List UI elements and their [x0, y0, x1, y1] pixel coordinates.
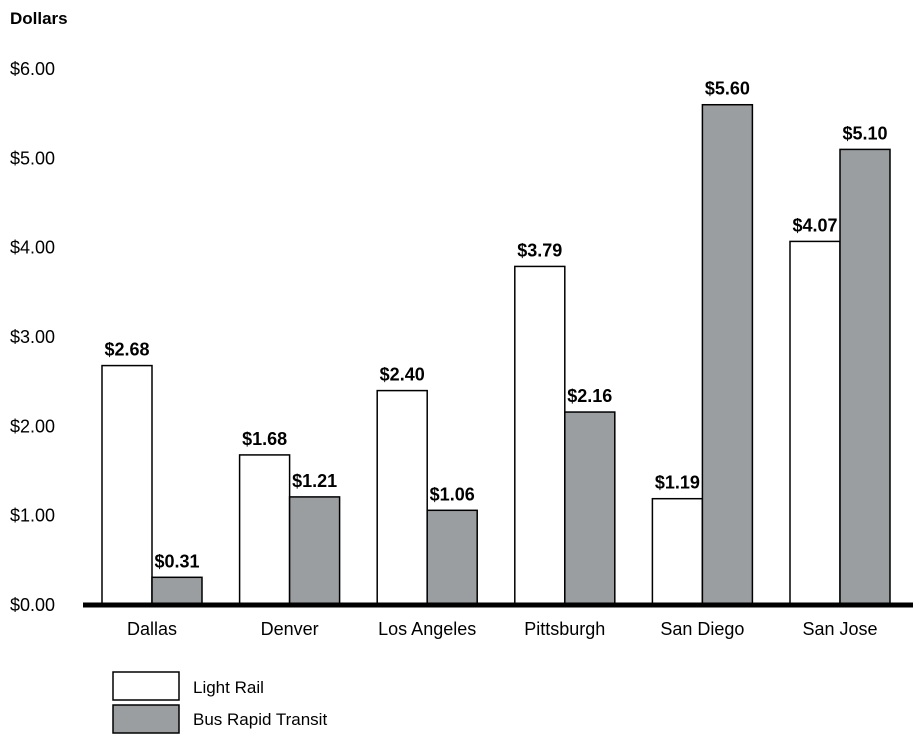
x-tick-label: Denver — [261, 619, 319, 639]
data-label: $5.10 — [842, 123, 887, 143]
data-label: $1.21 — [292, 471, 337, 491]
y-tick-label: $2.00 — [10, 416, 55, 436]
legend-label-bus-rapid-transit: Bus Rapid Transit — [193, 710, 327, 729]
data-label: $1.19 — [655, 473, 700, 493]
bar-light-rail-san-jose — [789, 240, 841, 606]
y-tick-label: $0.00 — [10, 595, 55, 615]
y-tick-label: $5.00 — [10, 148, 55, 168]
data-label: $4.07 — [792, 215, 837, 235]
data-label: $0.31 — [154, 551, 199, 571]
bar-bus-rapid-transit-san-diego — [701, 103, 754, 606]
bar-light-rail-dallas — [101, 364, 153, 606]
x-tick-label: San Jose — [802, 619, 877, 639]
bar-bus-rapid-transit-san-jose — [839, 148, 891, 606]
x-axis-ticks: Dallas Denver Los Angeles Pittsburgh San Die… — [127, 619, 878, 639]
data-label: $2.68 — [104, 340, 149, 360]
bars: $2.68 $0.31 $1.68 $1.21 $2.40 $1.06 $3.79 $2.16… — [101, 79, 891, 606]
x-tick-label: Los Angeles — [378, 619, 476, 639]
legend-label-light-rail: Light Rail — [193, 678, 264, 697]
y-axis-ticks: $0.00 $1.00 $2.00 $3.00 $4.00 $5.00 $6.00 — [10, 59, 55, 615]
bar-bus-rapid-transit-los-angeles — [426, 509, 478, 606]
data-label: $2.40 — [380, 365, 425, 385]
bar-light-rail-san-diego — [651, 497, 704, 606]
x-tick-label: San Diego — [660, 619, 744, 639]
data-label: $5.60 — [705, 79, 750, 99]
x-tick-label: Pittsburgh — [524, 619, 605, 639]
y-axis-title: Dollars — [10, 9, 68, 28]
bar-bus-rapid-transit-pittsburgh — [564, 411, 616, 606]
data-label: $1.68 — [242, 429, 287, 449]
data-label: $2.16 — [567, 386, 612, 406]
bar-light-rail-denver — [238, 454, 291, 606]
bar-bus-rapid-transit-denver — [288, 496, 341, 606]
y-tick-label: $4.00 — [10, 238, 55, 258]
bar-bus-rapid-transit-dallas — [151, 576, 203, 606]
data-label: $1.06 — [430, 484, 475, 504]
legend-swatch-light-rail — [112, 671, 180, 701]
y-tick-label: $1.00 — [10, 506, 55, 526]
bar-light-rail-los-angeles — [376, 389, 428, 606]
x-tick-label: Dallas — [127, 619, 177, 639]
data-label: $3.79 — [517, 240, 562, 260]
y-tick-label: $6.00 — [10, 59, 55, 79]
bar-light-rail-pittsburgh — [514, 265, 566, 606]
legend: Light Rail Bus Rapid Transit — [112, 671, 327, 734]
y-tick-label: $3.00 — [10, 327, 55, 347]
legend-swatch-bus-rapid-transit — [112, 704, 180, 734]
